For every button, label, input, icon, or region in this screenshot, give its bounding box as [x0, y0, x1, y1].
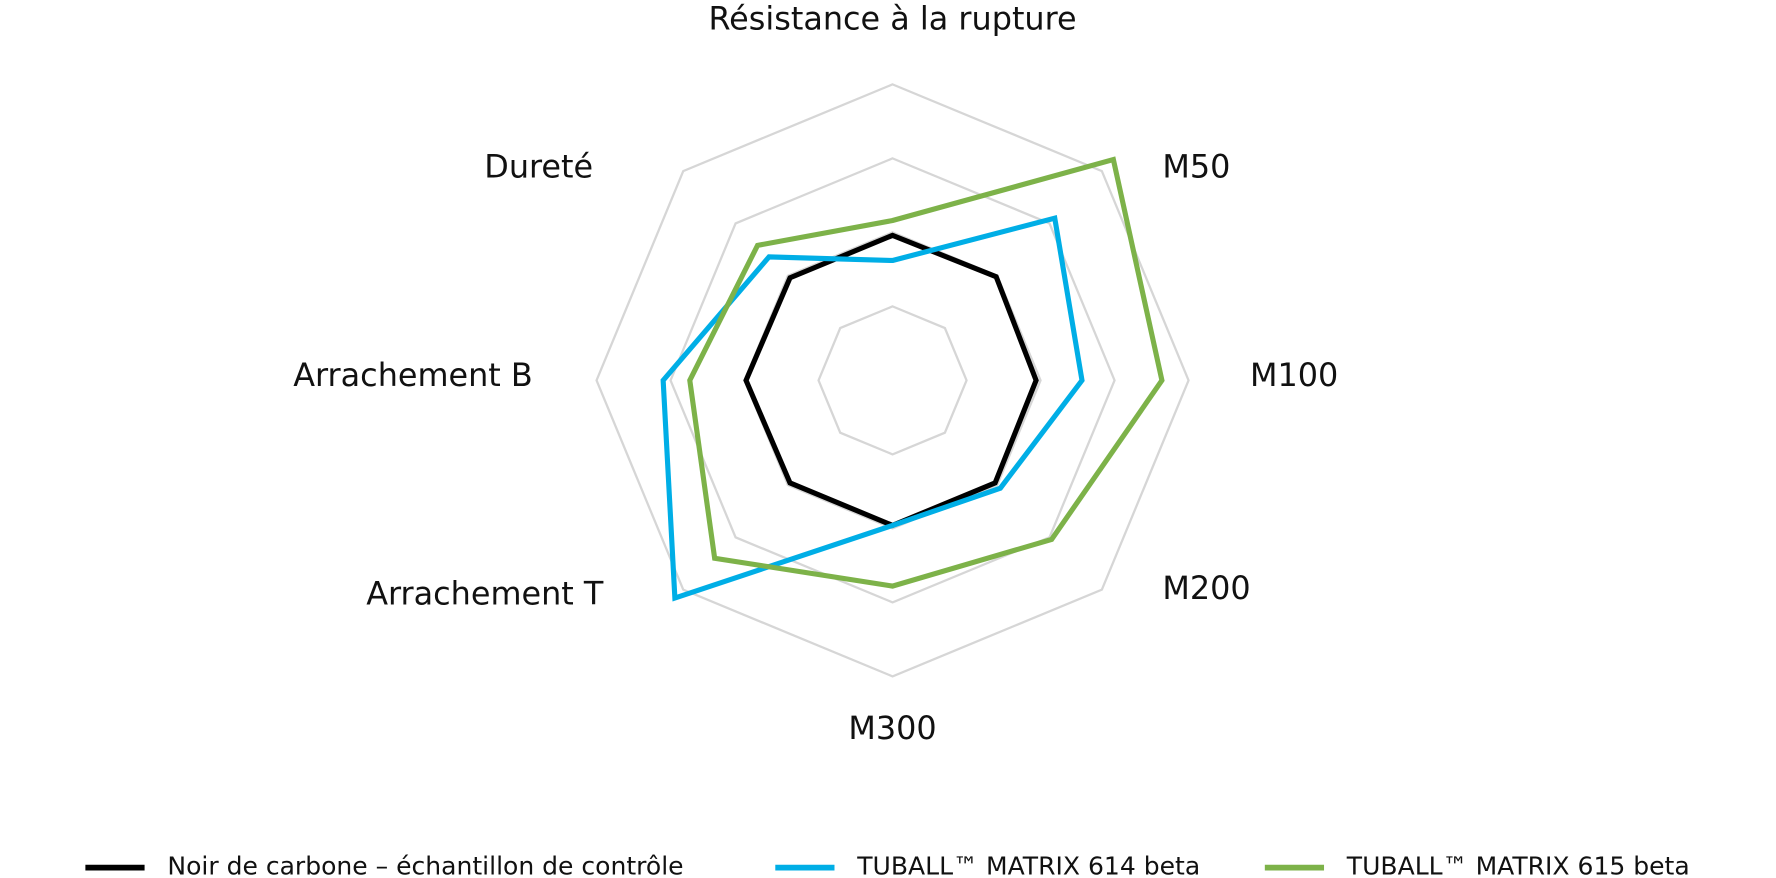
axis-label: M100 [1250, 356, 1338, 394]
grid-ring [669, 157, 1116, 604]
axis-label: Arrachement B [293, 356, 533, 394]
axis-label: Arrachement T [366, 575, 604, 613]
axis-label: M300 [848, 709, 936, 747]
grid-ring [817, 305, 968, 456]
series-line [660, 214, 1085, 602]
axis-label: Dureté [484, 148, 593, 186]
legend-label: TUBALL™ MATRIX 614 beta [856, 852, 1200, 878]
legend-label: Noir de carbone – échantillon de contrôl… [167, 852, 683, 878]
series-line [743, 232, 1039, 529]
axis-label: M50 [1162, 148, 1230, 186]
axis-label: M200 [1162, 569, 1250, 607]
legend-label: TUBALL™ MATRIX 615 beta [1346, 852, 1690, 878]
series-line [687, 156, 1165, 589]
axis-label: Résistance à la rupture [708, 0, 1076, 38]
